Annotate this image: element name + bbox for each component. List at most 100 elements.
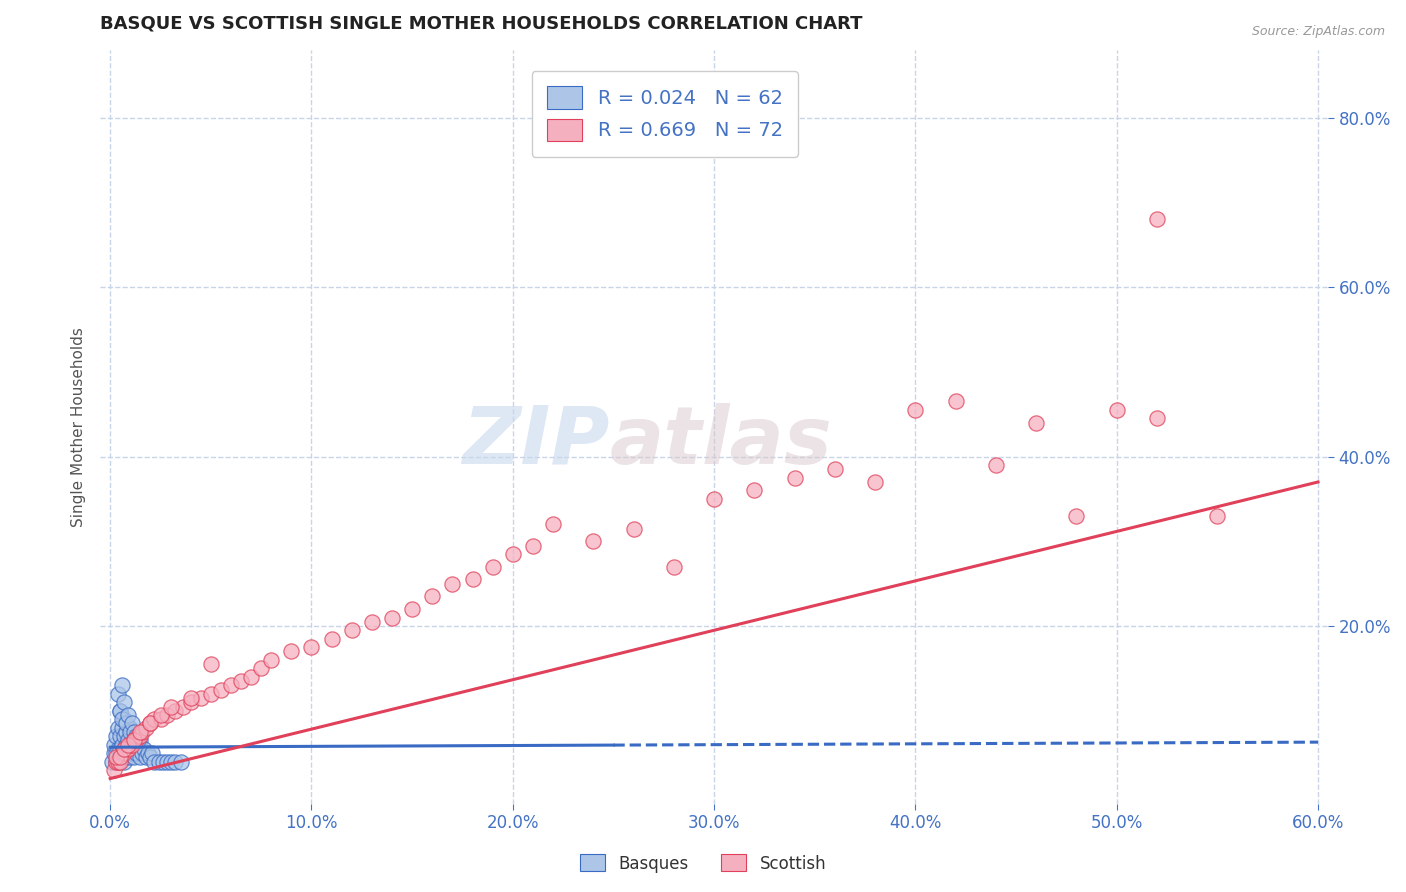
Point <box>127 729 149 743</box>
Text: atlas: atlas <box>610 403 832 481</box>
Text: BASQUE VS SCOTTISH SINGLE MOTHER HOUSEHOLDS CORRELATION CHART: BASQUE VS SCOTTISH SINGLE MOTHER HOUSEHO… <box>100 15 863 33</box>
Point <box>662 559 685 574</box>
Text: Source: ZipAtlas.com: Source: ZipAtlas.com <box>1251 25 1385 38</box>
Point <box>105 755 128 769</box>
Point <box>301 640 323 655</box>
Point <box>107 687 129 701</box>
Point <box>111 738 134 752</box>
Point <box>112 729 135 743</box>
Point <box>121 746 143 760</box>
Point <box>117 738 139 752</box>
Point <box>110 750 132 764</box>
Point <box>280 644 302 658</box>
Point <box>163 755 186 769</box>
Legend: Basques, Scottish: Basques, Scottish <box>572 847 834 880</box>
Point <box>623 522 645 536</box>
Point <box>110 742 132 756</box>
Point <box>111 721 134 735</box>
Point <box>1105 403 1128 417</box>
Point <box>127 742 149 756</box>
Point <box>111 746 134 760</box>
Point <box>117 733 139 747</box>
Point <box>129 733 152 747</box>
Point <box>190 691 212 706</box>
Point <box>107 755 129 769</box>
Point <box>115 738 138 752</box>
Point <box>124 733 146 747</box>
Point <box>112 742 135 756</box>
Point <box>381 610 404 624</box>
Point <box>180 691 202 706</box>
Point <box>1146 212 1168 227</box>
Point <box>110 729 132 743</box>
Legend: R = 0.024   N = 62, R = 0.669   N = 72: R = 0.024 N = 62, R = 0.669 N = 72 <box>531 70 799 157</box>
Point <box>159 699 181 714</box>
Point <box>103 738 125 752</box>
Point <box>121 738 143 752</box>
Point <box>131 746 153 760</box>
Point <box>107 755 129 769</box>
Point <box>139 716 162 731</box>
Point <box>124 733 146 747</box>
Point <box>1025 416 1047 430</box>
Point <box>112 712 135 726</box>
Point <box>361 615 384 629</box>
Point <box>107 721 129 735</box>
Point <box>129 725 152 739</box>
Point <box>783 471 806 485</box>
Point <box>260 653 283 667</box>
Point <box>134 742 156 756</box>
Point <box>502 547 524 561</box>
Point <box>401 602 423 616</box>
Point <box>141 746 163 760</box>
Point <box>321 632 343 646</box>
Point <box>115 742 138 756</box>
Point <box>200 687 222 701</box>
Point <box>824 462 846 476</box>
Point <box>984 458 1007 472</box>
Point <box>131 725 153 739</box>
Point <box>744 483 766 498</box>
Point <box>115 725 138 739</box>
Point <box>143 755 166 769</box>
Point <box>129 750 152 764</box>
Point <box>124 725 146 739</box>
Point <box>149 708 172 723</box>
Point <box>111 750 134 764</box>
Point <box>209 682 232 697</box>
Point <box>103 763 125 777</box>
Point <box>120 750 142 764</box>
Point <box>107 742 129 756</box>
Point <box>115 716 138 731</box>
Point <box>117 746 139 760</box>
Point <box>149 712 172 726</box>
Point <box>120 721 142 735</box>
Point <box>139 750 162 764</box>
Point <box>522 539 544 553</box>
Point <box>120 738 142 752</box>
Point <box>441 576 464 591</box>
Point <box>1206 508 1229 523</box>
Point <box>121 716 143 731</box>
Point <box>105 750 128 764</box>
Point <box>112 755 135 769</box>
Point <box>135 750 157 764</box>
Point <box>229 674 252 689</box>
Text: ZIP: ZIP <box>463 403 610 481</box>
Point <box>138 746 160 760</box>
Point <box>125 729 148 743</box>
Point <box>117 742 139 756</box>
Point <box>240 670 263 684</box>
Point <box>110 755 132 769</box>
Point <box>111 712 134 726</box>
Point <box>340 624 363 638</box>
Point <box>152 755 174 769</box>
Point <box>155 755 177 769</box>
Point <box>863 475 886 489</box>
Point <box>105 746 128 760</box>
Point <box>143 712 166 726</box>
Point <box>115 750 138 764</box>
Point <box>250 661 273 675</box>
Point <box>163 704 186 718</box>
Point <box>703 491 725 506</box>
